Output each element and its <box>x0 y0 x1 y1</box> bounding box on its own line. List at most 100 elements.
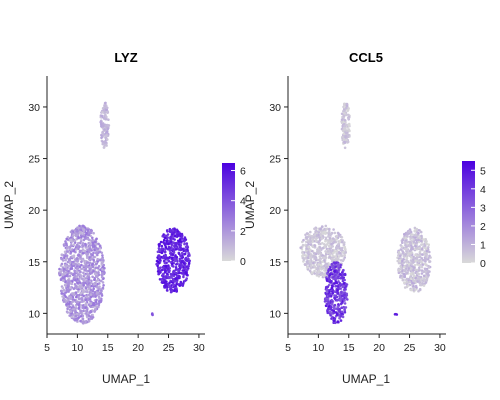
data-point <box>327 278 331 282</box>
data-point <box>78 224 81 228</box>
data-point <box>309 240 313 243</box>
data-point <box>60 253 64 256</box>
data-point <box>84 287 88 290</box>
x-ticks: 5 10 15 20 25 30 <box>44 334 205 354</box>
data-point <box>74 309 77 313</box>
data-point <box>157 272 161 276</box>
data-point <box>90 257 93 260</box>
data-point <box>331 254 335 257</box>
data-point <box>324 224 328 228</box>
data-point <box>101 142 105 146</box>
data-point <box>304 233 307 237</box>
data-point <box>74 314 78 318</box>
data-point <box>344 251 348 254</box>
data-point <box>72 287 76 291</box>
data-point <box>98 244 102 247</box>
data-point <box>66 246 69 250</box>
data-point <box>94 266 98 270</box>
data-point <box>59 270 63 273</box>
data-point <box>81 300 84 303</box>
data-point <box>428 250 431 254</box>
y-tick-label: 15 <box>28 257 40 269</box>
data-point <box>313 256 317 260</box>
data-point <box>101 268 104 271</box>
data-point <box>332 240 336 244</box>
data-point <box>66 299 69 302</box>
data-point <box>175 280 179 284</box>
data-point <box>346 140 350 144</box>
data-point <box>88 247 92 250</box>
data-point <box>165 276 168 280</box>
data-point <box>343 112 346 115</box>
data-point <box>66 250 69 253</box>
y-axis-label: UMAP_2 <box>243 181 257 229</box>
data-point <box>328 294 331 298</box>
data-point <box>343 124 346 128</box>
data-point <box>71 300 75 303</box>
data-point <box>333 231 337 235</box>
data-point <box>99 120 102 124</box>
data-point <box>167 245 171 249</box>
data-point <box>186 259 189 263</box>
data-point <box>171 262 174 266</box>
data-point <box>155 262 159 266</box>
data-point <box>174 277 177 281</box>
data-point <box>321 246 325 250</box>
data-point <box>92 303 96 307</box>
x-tick-label: 30 <box>193 342 205 354</box>
data-point <box>81 321 84 324</box>
data-point <box>304 236 308 239</box>
data-point <box>172 251 176 254</box>
data-point <box>172 241 175 244</box>
data-point <box>409 267 413 270</box>
data-point <box>327 230 331 233</box>
data-point <box>342 273 346 276</box>
data-point <box>346 298 349 301</box>
points-layer <box>299 102 432 325</box>
data-point <box>338 282 342 285</box>
data-point <box>88 304 92 308</box>
data-point <box>340 294 344 298</box>
data-point <box>70 315 74 319</box>
data-point <box>61 257 64 261</box>
x-tick-label: 30 <box>434 342 446 354</box>
data-point <box>81 224 85 228</box>
data-point <box>334 321 337 325</box>
data-point <box>423 278 426 282</box>
data-point <box>78 265 82 269</box>
data-point <box>94 262 98 266</box>
data-point <box>414 233 418 236</box>
data-point <box>101 125 105 128</box>
data-point <box>91 316 95 319</box>
data-point <box>87 319 91 323</box>
data-point <box>183 240 186 243</box>
data-point <box>329 268 333 272</box>
legend-tick-label: 1 <box>480 239 486 251</box>
data-point <box>82 305 85 309</box>
data-point <box>61 292 64 295</box>
data-point <box>74 266 77 270</box>
data-point <box>84 312 87 315</box>
data-point <box>86 265 89 269</box>
data-point <box>421 263 425 266</box>
data-point <box>69 248 72 251</box>
data-point <box>333 261 337 265</box>
data-point <box>68 261 72 265</box>
data-point <box>335 271 339 274</box>
data-point <box>173 238 176 241</box>
data-point <box>415 227 419 231</box>
data-point <box>315 239 318 243</box>
data-point <box>79 232 83 235</box>
data-point <box>305 254 308 257</box>
data-point <box>340 302 343 305</box>
data-point <box>157 244 161 248</box>
data-point <box>160 281 164 284</box>
data-point <box>308 233 311 237</box>
data-point <box>309 243 313 246</box>
data-point <box>405 257 409 260</box>
data-point <box>171 259 175 262</box>
data-point <box>327 241 330 244</box>
data-point <box>85 231 88 235</box>
data-point <box>170 275 173 279</box>
data-point <box>175 282 178 286</box>
